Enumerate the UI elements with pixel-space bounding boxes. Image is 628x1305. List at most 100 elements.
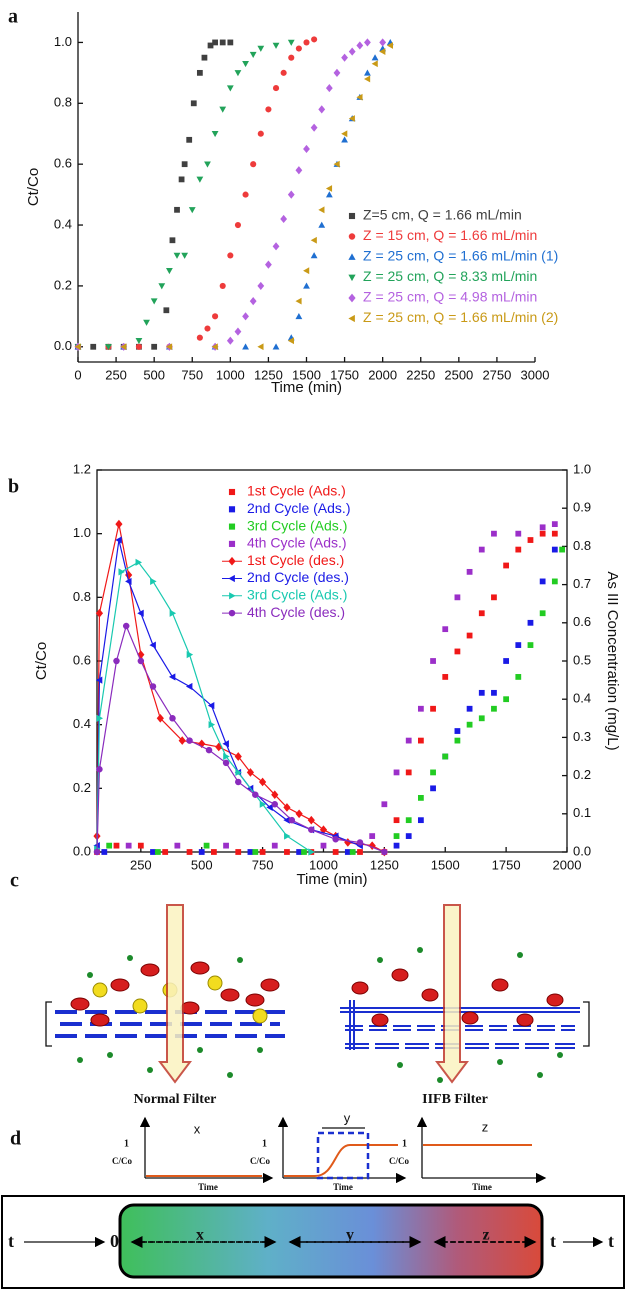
bar-label: t xyxy=(8,1231,14,1251)
data-point xyxy=(417,705,424,712)
data-point xyxy=(318,221,326,228)
data-point xyxy=(332,849,339,855)
data-point xyxy=(163,307,170,314)
filter-label: Normal Filter xyxy=(134,1092,217,1107)
data-point xyxy=(364,75,371,83)
legend-marker xyxy=(348,253,356,260)
data-point xyxy=(242,191,249,198)
panel-label: c xyxy=(10,870,19,892)
one-label: 1 xyxy=(124,1138,129,1149)
data-point xyxy=(466,705,473,712)
zone-letter: z xyxy=(482,1119,489,1134)
data-point xyxy=(181,252,189,259)
axis-label: Time xyxy=(198,1182,218,1192)
data-point xyxy=(125,577,132,586)
data-point xyxy=(466,721,473,728)
data-point xyxy=(430,705,436,712)
data-point xyxy=(515,530,522,537)
data-point xyxy=(203,842,210,849)
data-point xyxy=(196,69,203,76)
data-point xyxy=(348,115,355,122)
x-tick-label: 1500 xyxy=(431,857,460,872)
legend-marker xyxy=(229,592,236,600)
data-point xyxy=(113,657,120,665)
data-point xyxy=(515,642,522,648)
legend-label: 3rd Cycle (Ads.) xyxy=(247,587,347,603)
data-point xyxy=(257,45,265,52)
data-point xyxy=(201,54,208,61)
data-point xyxy=(333,160,340,168)
y-tick-label: 1.0 xyxy=(73,525,91,540)
data-point xyxy=(234,327,242,336)
data-point xyxy=(272,242,280,251)
data-point xyxy=(246,768,255,777)
data-point xyxy=(135,558,142,566)
one-label: 1 xyxy=(262,1138,267,1149)
data-point xyxy=(430,658,436,664)
data-point xyxy=(186,651,194,659)
filter-label: IIFB Filter xyxy=(422,1092,488,1107)
data-point xyxy=(95,608,104,618)
y2-tick-label: 0.3 xyxy=(573,729,591,744)
data-point xyxy=(295,45,302,52)
data-point xyxy=(185,682,193,691)
data-point xyxy=(258,777,267,787)
data-point xyxy=(252,849,259,855)
data-point xyxy=(252,791,259,798)
data-point xyxy=(211,131,219,138)
normal-filter xyxy=(45,904,285,1084)
data-point xyxy=(393,842,400,849)
data-point xyxy=(381,801,388,808)
data-point xyxy=(222,759,230,767)
data-point xyxy=(381,848,388,856)
data-point xyxy=(478,689,485,696)
data-point xyxy=(417,794,424,801)
data-point xyxy=(442,753,449,760)
mini-plot: x 1 C/Co Time xyxy=(112,1116,274,1192)
data-point xyxy=(250,161,257,168)
data-point xyxy=(223,752,230,761)
data-point xyxy=(442,626,449,633)
data-point xyxy=(310,123,318,132)
data-point xyxy=(222,740,229,748)
data-point xyxy=(295,166,303,175)
data-point xyxy=(219,106,227,113)
y2-tick-label: 0.0 xyxy=(573,843,591,858)
data-point xyxy=(150,849,156,855)
data-point xyxy=(417,817,424,824)
data-point xyxy=(234,70,242,77)
one-label: 1 xyxy=(402,1138,407,1149)
data-point xyxy=(235,849,242,855)
panel-label: a xyxy=(8,6,18,28)
data-point xyxy=(259,800,267,808)
data-point xyxy=(341,136,348,143)
bar-label: 0 xyxy=(110,1231,119,1251)
data-point xyxy=(405,817,412,824)
data-point xyxy=(249,51,257,59)
legend-marker xyxy=(228,574,235,583)
y2-tick-label: 0.8 xyxy=(573,538,591,553)
data-point xyxy=(348,47,356,56)
data-point xyxy=(386,42,394,49)
data-point xyxy=(249,297,257,306)
data-point xyxy=(174,842,181,849)
y2-tick-label: 0.2 xyxy=(573,767,591,782)
bar-label: t xyxy=(550,1231,556,1251)
data-point xyxy=(379,38,387,47)
data-point xyxy=(301,849,307,855)
data-point xyxy=(166,267,173,275)
data-point xyxy=(454,728,461,734)
data-point xyxy=(272,85,280,92)
data-point xyxy=(137,657,145,665)
data-point xyxy=(135,343,142,350)
legend-marker xyxy=(348,293,356,303)
column-bar: t 0 x y z t t xyxy=(1,1195,625,1289)
data-point xyxy=(491,594,497,601)
data-point xyxy=(150,577,157,586)
legend-label: Z = 25 cm, Q = 8.33 mL/min xyxy=(363,268,537,284)
x-tick-label: 750 xyxy=(181,367,203,382)
y-tick-label: 0.6 xyxy=(73,652,91,667)
data-point xyxy=(143,319,150,326)
data-point xyxy=(527,619,534,626)
